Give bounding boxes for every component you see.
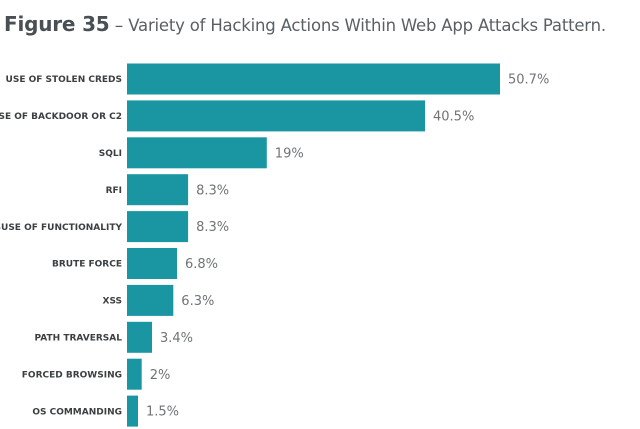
bar-8 — [127, 358, 142, 390]
chart-title: Figure 35 – Variety of Hacking Actions W… — [4, 8, 640, 40]
category-label-1: USE OF BACKDOOR OR C2 — [0, 112, 122, 122]
chart-title-text: Variety of Hacking Actions Within Web Ap… — [128, 16, 606, 35]
value-label-1: 40.5% — [433, 110, 474, 125]
value-label-7: 3.4% — [160, 331, 193, 346]
chart-title-figure-number: Figure 35 — [4, 12, 110, 36]
category-label-7: PATH TRAVERSAL — [35, 334, 123, 344]
value-label-9: 1.5% — [146, 405, 179, 420]
value-label-8: 2% — [150, 368, 171, 383]
value-label-6: 6.3% — [181, 294, 214, 309]
bar-7 — [127, 321, 152, 353]
value-label-4: 8.3% — [196, 220, 229, 235]
value-label-2: 19% — [275, 146, 304, 161]
category-label-9: OS COMMANDING — [32, 407, 122, 417]
category-label-5: BRUTE FORCE — [52, 260, 122, 270]
category-label-0: USE OF STOLEN CREDS — [6, 75, 122, 85]
chart-title-separator: – — [114, 16, 124, 36]
value-label-5: 6.8% — [185, 257, 218, 272]
bars-group: USE OF STOLEN CREDS 50.7% USE OF BACKDOOR … — [0, 63, 549, 427]
bar-2 — [127, 137, 267, 169]
category-label-3: RFI — [106, 186, 122, 196]
category-label-2: SQLI — [99, 149, 122, 159]
value-label-3: 8.3% — [196, 183, 229, 198]
value-label-0: 50.7% — [508, 73, 549, 88]
bar-3 — [127, 174, 189, 206]
bar-4 — [127, 211, 189, 243]
category-label-4: ABUSE OF FUNCTIONALITY — [0, 223, 122, 233]
category-label-6: XSS — [103, 297, 123, 307]
bar-5 — [127, 248, 177, 279]
bar-6 — [127, 284, 174, 316]
bar-0 — [127, 63, 500, 95]
bar-1 — [127, 100, 425, 132]
category-label-8: FORCED BROWSING — [22, 370, 122, 380]
bar-9 — [127, 395, 138, 427]
